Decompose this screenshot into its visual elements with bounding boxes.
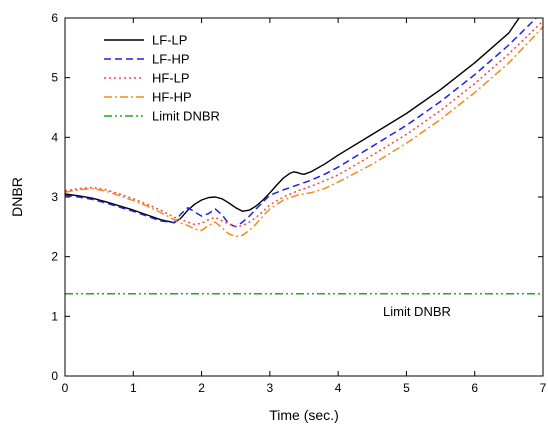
x-axis-label: Time (sec.) [269,407,338,423]
y-tick-label: 5 [51,71,58,85]
y-tick-label: 6 [51,11,58,25]
x-tick-label: 0 [62,381,69,395]
y-tick-label: 3 [51,190,58,204]
series-line-hf-lp [65,20,543,228]
legend: LF-LP LF-HP HF-LP HF-HP Limit DNBR [104,33,220,124]
x-tick-label: 3 [267,381,274,395]
x-tick-label: 6 [471,381,478,395]
series-line-lf-lp [65,18,520,224]
x-tick-label: 2 [198,381,205,395]
legend-label-hf-lp: HF-LP [152,71,190,86]
y-tick-label: 4 [51,130,58,144]
series-line-hf-hp [65,26,543,238]
y-axis-label: DNBR [9,177,25,217]
plot-layer [65,18,543,295]
axes-layer: 0 1 2 3 4 5 6 7 0 1 2 3 4 5 6 [51,11,546,395]
y-tick-label: 0 [51,369,58,383]
y-tick-label: 2 [51,250,58,264]
legend-label-hf-hp: HF-HP [152,90,192,105]
x-tick-label: 7 [540,381,547,395]
limit-dnbr-annotation: Limit DNBR [383,304,451,319]
legend-label-lf-hp: LF-HP [152,52,190,67]
series-line-lf-hp [65,18,537,228]
legend-label-limit-dnbr: Limit DNBR [152,109,220,124]
x-tick-label: 1 [130,381,137,395]
y-tick-label: 1 [51,309,58,323]
x-tick-label: 5 [403,381,410,395]
legend-label-lf-lp: LF-LP [152,33,187,48]
x-tick-label: 4 [335,381,342,395]
plot-frame [64,17,544,377]
